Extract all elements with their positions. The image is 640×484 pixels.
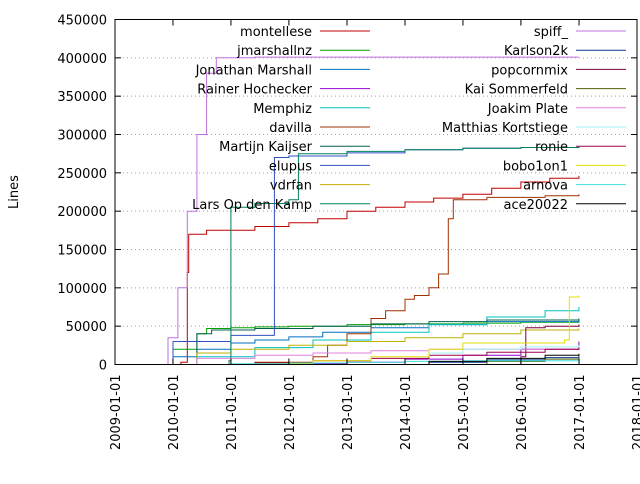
series-line-8 (158, 328, 580, 365)
legend-label: elupus (269, 159, 312, 174)
x-axis-ticks: 2009-01-01 2010-01-01 2011-01-01 2012-01-01… (109, 19, 640, 451)
legend-label: davilla (269, 121, 312, 136)
y-axis-label: Lines (7, 175, 22, 209)
x-tick-label: 2010-01-01 (167, 375, 182, 451)
y-tick-label: 50000 (66, 320, 107, 335)
x-tick-label: 2018-01-01 (631, 375, 640, 451)
series-line-0 (161, 175, 580, 365)
series-line-18 (173, 359, 580, 365)
series-line-17 (158, 295, 580, 365)
series-line-5 (153, 194, 580, 365)
legend-label: Rainer Hochecker (197, 83, 312, 98)
legend-label: montellese (240, 25, 312, 40)
legend-label: Karlson2k (504, 44, 568, 59)
y-tick-label: 150000 (57, 244, 107, 259)
series-line-19 (371, 353, 580, 365)
x-tick-label: 2015-01-01 (457, 375, 472, 451)
legend-label: Kai Sommerfeld (465, 83, 568, 98)
y-axis-ticks: 0 50000 100000 150000 200000 250000 300000 3500… (57, 14, 637, 374)
x-tick-label: 2017-01-01 (573, 375, 588, 451)
x-tick-label: 2011-01-01 (225, 375, 240, 451)
legend-label: Memphiz (253, 102, 312, 117)
legend-label: Matthias Kortstiege (442, 121, 568, 136)
legend-label: jmarshallnz (236, 44, 312, 59)
legend-label: ace20022 (504, 198, 568, 213)
y-tick-label: 0 (99, 359, 107, 374)
legend-label: Joakim Plate (487, 102, 568, 117)
legend-label: Jonathan Marshall (195, 63, 312, 78)
y-tick-label: 250000 (57, 167, 107, 182)
y-tick-label: 300000 (57, 129, 107, 144)
x-tick-label: 2013-01-01 (341, 375, 356, 451)
y-tick-label: 100000 (57, 282, 107, 297)
x-tick-label: 2012-01-01 (283, 375, 298, 451)
y-tick-label: 400000 (57, 52, 107, 67)
series-lines (153, 56, 580, 365)
legend-label: popcornmix (491, 63, 568, 78)
plot-frame (114, 19, 638, 365)
y-tick-label: 350000 (57, 90, 107, 105)
legend-label: vdrfan (270, 179, 312, 194)
legend-label: bobo1on1 (503, 159, 568, 174)
legend-label: Lars Op den Kamp (192, 198, 312, 213)
legend-label: ronie (535, 140, 568, 155)
legend: montellese jmarshallnz Jonathan Marshall Ra… (192, 25, 626, 213)
legend-label: Martijn Kaijser (219, 140, 312, 155)
series-line-6 (158, 318, 580, 365)
x-tick-label: 2009-01-01 (109, 375, 124, 451)
y-tick-label: 200000 (57, 205, 107, 220)
y-tick-label: 450000 (57, 14, 107, 29)
series-line-10 (163, 56, 579, 365)
legend-label: arnova (523, 179, 568, 194)
x-tick-label: 2016-01-01 (515, 375, 530, 451)
series-line-9 (173, 146, 580, 365)
series-line-16 (158, 347, 580, 365)
series-line-4 (158, 307, 580, 365)
legend-label: spiff_ (534, 25, 569, 40)
x-tick-label: 2014-01-01 (399, 375, 414, 451)
